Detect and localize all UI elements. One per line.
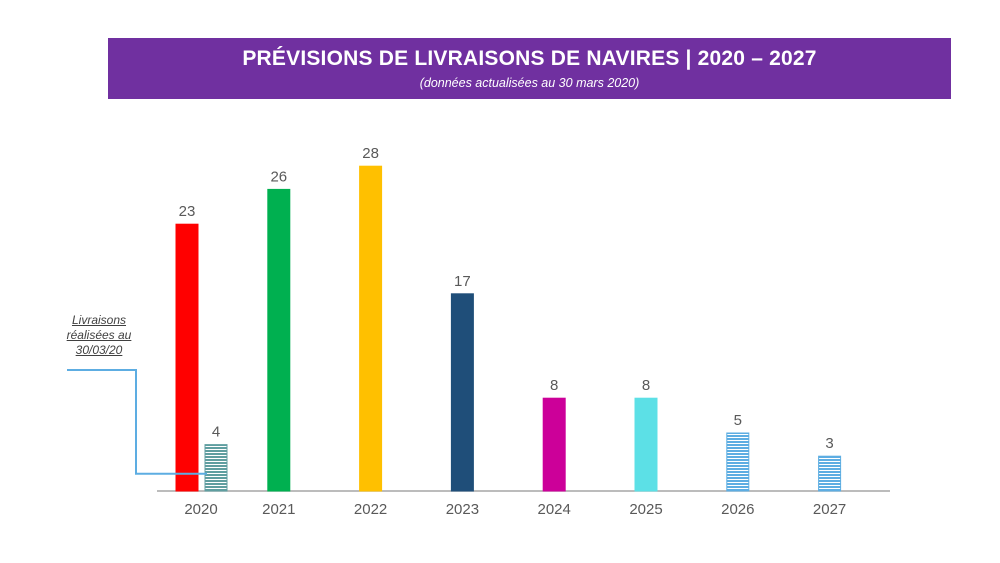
- annotation-line: réalisées au: [66, 328, 132, 342]
- data-label: 8: [642, 377, 650, 394]
- bar-delivered-2020: [204, 444, 228, 492]
- bar-2021: [267, 188, 291, 492]
- bar-2023: [450, 293, 474, 492]
- annotation-line: Livraisons: [71, 313, 127, 327]
- tick-label: 2020: [184, 501, 217, 518]
- tick-label: 2025: [629, 501, 662, 518]
- chart-title: PRÉVISIONS DE LIVRAISONS DE NAVIRES | 20…: [242, 47, 817, 70]
- annotation-connector: [67, 369, 207, 475]
- bar-2024: [542, 397, 566, 492]
- tick-label: 2023: [446, 501, 479, 518]
- data-label: 8: [550, 377, 558, 394]
- tick-label: 2026: [721, 501, 754, 518]
- data-label: 3: [825, 435, 833, 452]
- tick-label: 2024: [538, 501, 571, 518]
- data-label: 5: [734, 412, 742, 429]
- tick-label: 2021: [262, 501, 295, 518]
- annotation-line: 30/03/20: [75, 343, 123, 357]
- bar-2020: [175, 223, 199, 492]
- bar-2026: [726, 432, 750, 492]
- bar-2022: [359, 165, 383, 492]
- data-label: 23: [179, 203, 196, 220]
- data-label: 4: [212, 424, 220, 441]
- bar-2027: [818, 455, 842, 492]
- title-banner: PRÉVISIONS DE LIVRAISONS DE NAVIRES | 20…: [108, 38, 951, 99]
- tick-label: 2022: [354, 501, 387, 518]
- data-label: 17: [454, 273, 471, 290]
- data-label: 26: [270, 168, 287, 185]
- data-label: 28: [362, 145, 379, 162]
- chart-subtitle: (données actualisées au 30 mars 2020): [419, 76, 640, 90]
- bar-2025: [634, 397, 658, 492]
- tick-label: 2027: [813, 501, 846, 518]
- annotation-delivered: Livraisons réalisées au 30/03/20: [52, 313, 146, 358]
